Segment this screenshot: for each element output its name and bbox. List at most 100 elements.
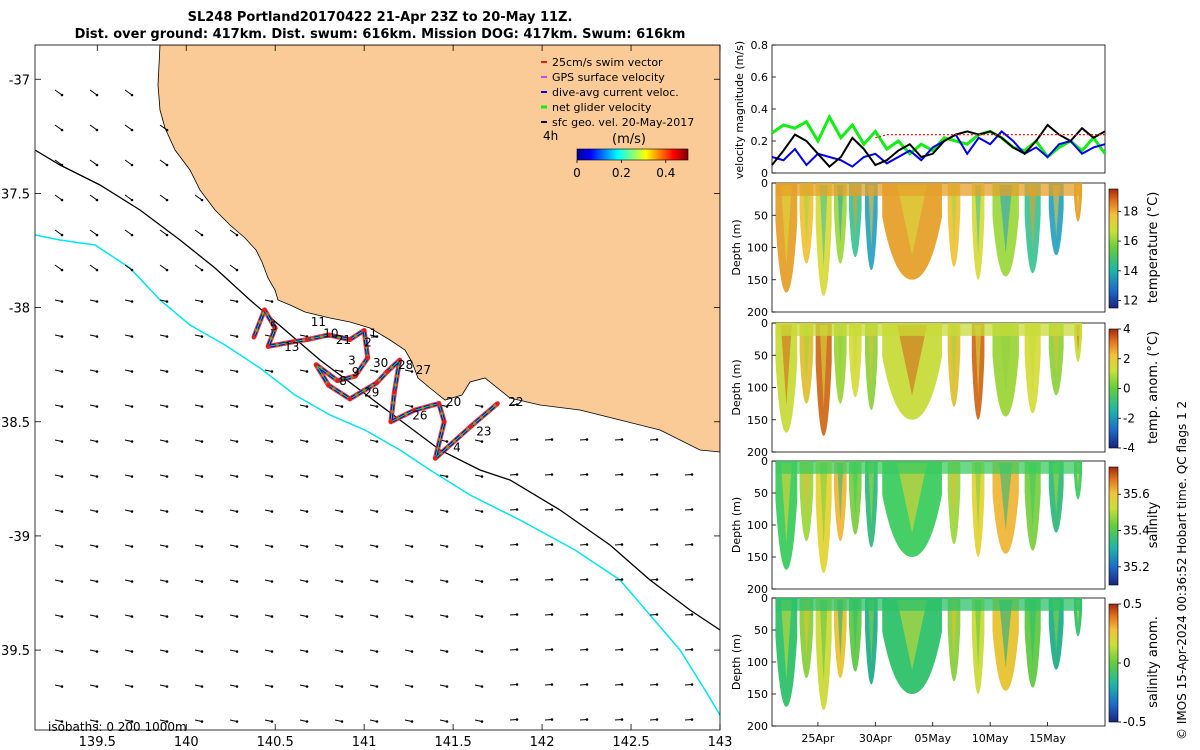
- arrow-head: [515, 438, 519, 441]
- colorbar-tick-label: 12: [1123, 294, 1138, 308]
- arrow-head: [165, 440, 169, 443]
- arrow-head: [235, 268, 239, 272]
- colorbar-tick-label: 16: [1123, 234, 1138, 248]
- arrow-head: [60, 720, 64, 723]
- arrow-head: [480, 440, 484, 443]
- arrow-head: [270, 475, 274, 478]
- arrow-head: [165, 545, 169, 548]
- track-label: 13: [284, 340, 299, 354]
- y-tick-label: 200: [747, 306, 768, 319]
- legend-entry: dive-avg current veloc.: [552, 86, 679, 99]
- track-point: [433, 456, 438, 461]
- track-point: [326, 383, 331, 388]
- dive-core: [852, 600, 859, 654]
- arrow-head: [60, 440, 64, 443]
- arrow-head: [130, 268, 134, 272]
- arrow-head: [585, 473, 589, 476]
- arrow-head: [410, 720, 414, 723]
- track-point: [326, 332, 331, 338]
- track-point: [305, 337, 310, 342]
- arrow-head: [690, 508, 694, 511]
- surface-band: [775, 598, 1083, 611]
- arrow-head: [515, 683, 519, 686]
- arrow-head: [620, 613, 624, 616]
- y-tick-label: -37: [9, 73, 30, 88]
- arrow-head: [655, 578, 659, 581]
- x-tick-label: 141: [352, 735, 377, 750]
- y-tick-label: 0: [761, 167, 768, 180]
- arrow-head: [95, 545, 99, 548]
- imos-credit: © IMOS 15-Apr-2024 00:36:52 Hobart time.…: [1175, 401, 1189, 740]
- arrow-head: [445, 440, 449, 443]
- land-mass: [157, 45, 720, 453]
- arrow-head: [655, 613, 659, 616]
- dive-core: [1052, 185, 1060, 238]
- arrow-head: [585, 508, 589, 511]
- dive-core: [999, 600, 1013, 668]
- depth-ylabel: Depth (m): [730, 219, 743, 275]
- colorbar-tick-label: 0: [1123, 382, 1131, 396]
- track-label: 26: [412, 408, 427, 422]
- x-tick-label: 10May: [972, 732, 1009, 745]
- velocity-arrow: [124, 229, 133, 236]
- arrow-head: [60, 163, 64, 167]
- arrow-head: [655, 473, 659, 476]
- colorbar-tick-label: 35.4: [1123, 524, 1150, 538]
- arrow-head: [95, 475, 99, 478]
- surface-band: [775, 323, 1083, 336]
- arrow-head: [235, 475, 239, 478]
- arrow-head: [655, 543, 659, 546]
- speed-colorbar: 4h (m/s) 0 0.2 0.4: [543, 129, 689, 180]
- track-point: [251, 335, 257, 340]
- arrow-head: [375, 685, 379, 688]
- arrow-head: [340, 475, 344, 478]
- arrow-head: [445, 615, 449, 618]
- arrow-head: [585, 578, 589, 581]
- track-point: [436, 401, 442, 406]
- y-tick-label: -39: [9, 530, 30, 545]
- arrow-head: [95, 268, 99, 272]
- track-point: [388, 419, 394, 424]
- arrow-head: [445, 545, 449, 548]
- track-point: [272, 325, 278, 331]
- dive-core: [897, 463, 928, 533]
- track-point: [347, 337, 353, 342]
- arrow-head: [200, 335, 204, 338]
- arrow-head: [130, 545, 134, 548]
- arrow-head: [305, 720, 309, 723]
- arrow-head: [200, 198, 204, 202]
- arrow-head: [690, 683, 694, 686]
- arrow-head: [620, 543, 624, 546]
- arrow-head: [515, 613, 519, 616]
- track-label: 23: [476, 424, 491, 438]
- arrow-head: [235, 405, 239, 408]
- arrow-head: [130, 650, 134, 653]
- track-point: [265, 344, 271, 349]
- arrow-head: [480, 615, 484, 618]
- arrow-head: [375, 545, 379, 548]
- velocity-arrow: [89, 159, 98, 166]
- arrow-head: [200, 510, 204, 513]
- arrow-head: [95, 615, 99, 618]
- arrow-head: [130, 198, 134, 202]
- y-tick-label: 150: [747, 688, 768, 701]
- arrow-head: [165, 370, 169, 373]
- arrow-head: [410, 580, 414, 583]
- depth-ylabel: Depth (m): [730, 359, 743, 415]
- track-label: 30: [373, 356, 388, 370]
- arrow-head: [165, 615, 169, 618]
- velocity-arrow: [194, 229, 203, 236]
- velocity-panel: 0 0.2 0.4 0.6 0.8 velocity magnitude (m/s): [733, 39, 1107, 180]
- track-label: 20: [446, 395, 461, 409]
- arrow-head: [620, 718, 624, 721]
- arrow-head: [60, 233, 64, 237]
- dive-core: [780, 325, 792, 406]
- dive-core: [803, 185, 810, 244]
- colorbar-label: temperature (°C): [1146, 192, 1161, 304]
- velocity-ylabel: velocity magnitude (m/s): [733, 41, 746, 179]
- track-point: [374, 380, 379, 386]
- y-tick-label: 0: [761, 592, 768, 605]
- arrow-head: [655, 438, 659, 441]
